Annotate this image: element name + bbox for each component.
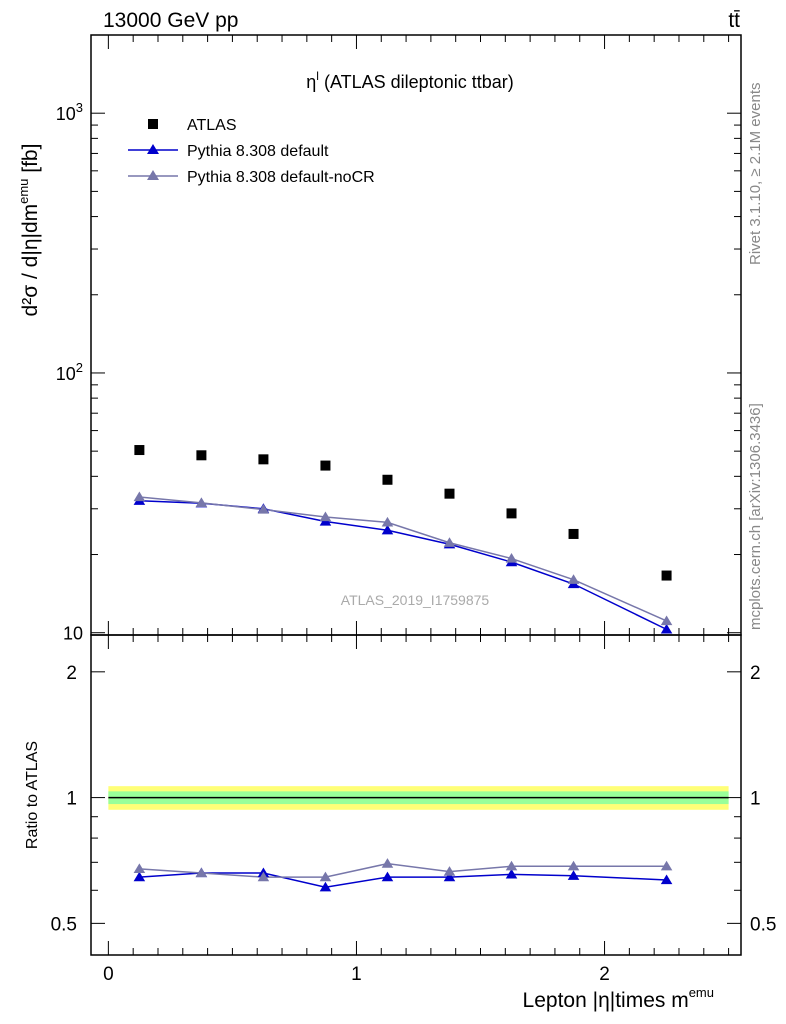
main-y-axis-label-sup: emu: [16, 179, 31, 204]
data-point-data: [258, 454, 269, 465]
main-series-line-default: [139, 500, 667, 631]
data-point-data: [196, 450, 207, 461]
ratio-y-tick-label-left: 1: [66, 789, 77, 810]
main-series-group: [133, 445, 673, 634]
main-y-axis-label-text: d²σ / d|η|dm: [19, 204, 42, 317]
ratio-y-axis-label: Ratio to ATLAS: [24, 741, 41, 849]
ratio-series-group: [133, 858, 673, 892]
ratio-point-nocr: [133, 863, 146, 874]
ratio-x-tick-label: 0: [103, 964, 114, 985]
ratio-point-nocr: [319, 871, 332, 882]
legend-label-nocr: Pythia 8.308 default-noCR: [187, 169, 375, 186]
main-y-axis-label: d²σ / d|η|dmemu [fb]: [16, 144, 42, 317]
chart-title-rest: (ATLAS dileptonic ttbar): [319, 72, 514, 92]
ratio-point-nocr: [505, 860, 518, 871]
ratio-y-tick-label-right: 1: [750, 789, 761, 810]
data-point-default: [381, 524, 394, 535]
legend-marker-default: [147, 144, 159, 154]
ratio-point-default: [381, 871, 394, 882]
data-point-data: [506, 508, 517, 519]
main-y-tick-label: 102: [56, 360, 83, 384]
data-point-nocr: [195, 497, 208, 508]
ratio-point-nocr: [381, 858, 394, 868]
data-point-data: [382, 474, 393, 485]
chart-title-eta: η: [306, 72, 316, 92]
ratio-point-nocr: [567, 860, 580, 871]
data-point-nocr: [381, 516, 394, 527]
ratio-plot-frame: [90, 634, 742, 956]
main-panel: 10 102 103 ATLAS_2019_I1759875 ηl (ATLAS d…: [16, 34, 742, 644]
ratio-x-tick-label: 1: [351, 964, 362, 985]
data-point-nocr: [443, 537, 456, 547]
main-y-axis-label-unit: [fb]: [19, 144, 42, 179]
ratio-point-nocr: [257, 871, 270, 882]
ratio-uncertainty-band: [108, 786, 729, 810]
main-axis-ticks: [91, 34, 741, 635]
rivet-label: Rivet 3.1.10, ≥ 2.1M events: [747, 83, 764, 266]
legend: ATLAS Pythia 8.308 default Pythia 8.308 …: [128, 117, 375, 186]
process-label: tt̄: [728, 9, 740, 32]
data-point-nocr: [660, 615, 673, 626]
chart-title-sup: l: [316, 69, 319, 83]
ratio-point-default: [660, 874, 673, 885]
legend-marker-atlas: [148, 119, 158, 129]
legend-label-atlas: ATLAS: [187, 117, 237, 134]
ratio-y-tick-label-left: 0.5: [51, 914, 77, 935]
main-tick-labels: 10 102 103: [56, 100, 83, 644]
data-point-data: [320, 460, 331, 471]
ratio-point-default: [133, 871, 146, 882]
ratio-y-tick-label-right: 2: [750, 663, 761, 684]
watermark: ATLAS_2019_I1759875: [341, 592, 490, 608]
ratio-y-tick-label-left: 2: [66, 663, 77, 684]
mcplots-label: mcplots.cern.ch [arXiv:1306.3436]: [747, 403, 764, 630]
data-point-data: [444, 488, 455, 499]
ratio-point-default: [319, 881, 332, 892]
ratio-point-nocr: [443, 866, 456, 876]
data-point-data: [134, 445, 145, 456]
data-point-default: [660, 623, 673, 634]
data-point-nocr: [133, 491, 146, 502]
ratio-series-line-nocr: [139, 862, 667, 878]
legend-label-default: Pythia 8.308 default: [187, 143, 329, 160]
ratio-y-tick-label-right: 0.5: [750, 914, 776, 935]
ratio-tick-labels: 0.5 0.5 1 1 2 2 0 1 2: [51, 663, 777, 985]
data-point-nocr: [567, 574, 580, 584]
energy-label: 13000 GeV pp: [103, 9, 238, 32]
chart-title: ηl (ATLAS dileptonic ttbar): [306, 69, 513, 92]
x-axis-label-text: Lepton |η|times m: [523, 989, 689, 1012]
ratio-panel: 0.5 0.5 1 1 2 2 0 1 2 Ratio to ATLAS Lepton |η|t…: [24, 634, 777, 1012]
data-point-data: [661, 570, 672, 581]
data-point-nocr: [505, 553, 518, 563]
legend-marker-nocr: [147, 170, 159, 180]
ratio-point-default: [567, 870, 580, 880]
ratio-point-default: [443, 871, 456, 882]
ratio-point-default: [505, 868, 518, 879]
main-y-tick-label: 103: [56, 100, 83, 124]
ratio-point-nocr: [195, 867, 208, 878]
x-axis-label-sup: emu: [689, 985, 714, 1000]
data-point-nocr: [257, 504, 270, 514]
main-y-tick-label: 10: [63, 624, 83, 644]
ratio-x-tick-label: 2: [599, 964, 610, 985]
ratio-point-nocr: [660, 860, 673, 871]
data-point-nocr: [319, 511, 332, 522]
data-point-data: [568, 528, 579, 539]
ratio-series-line-default: [139, 872, 667, 889]
x-axis-label: Lepton |η|times memu: [523, 985, 714, 1012]
ratio-axis-ticks: [91, 635, 741, 955]
